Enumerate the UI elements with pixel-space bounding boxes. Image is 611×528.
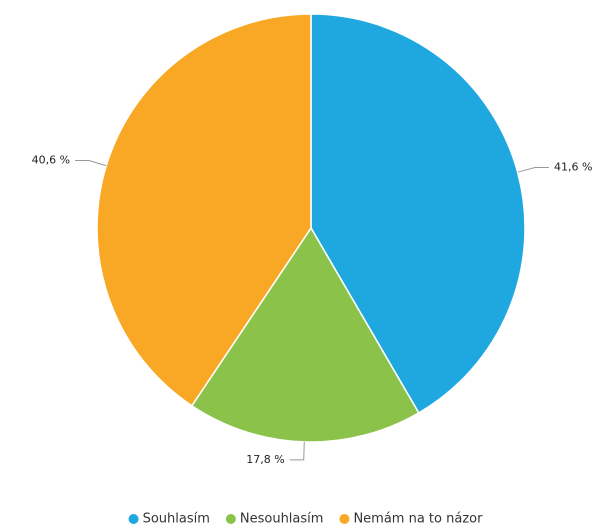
label-connector [517, 166, 549, 173]
legend-label: Nesouhlasím [240, 512, 324, 527]
legend-marker [225, 514, 236, 524]
legend-label: Nemám na to názor [353, 512, 483, 527]
data-label: 41,6 % [554, 160, 592, 173]
label-connector [289, 441, 305, 461]
pie-slice [96, 13, 312, 407]
data-label: 40,6 % [32, 153, 70, 166]
data-label: 17,8 % [246, 453, 284, 466]
legend-marker [128, 514, 139, 524]
legend-label: Souhlasím [143, 512, 210, 527]
legend-marker [339, 514, 350, 524]
label-connector [75, 159, 107, 167]
